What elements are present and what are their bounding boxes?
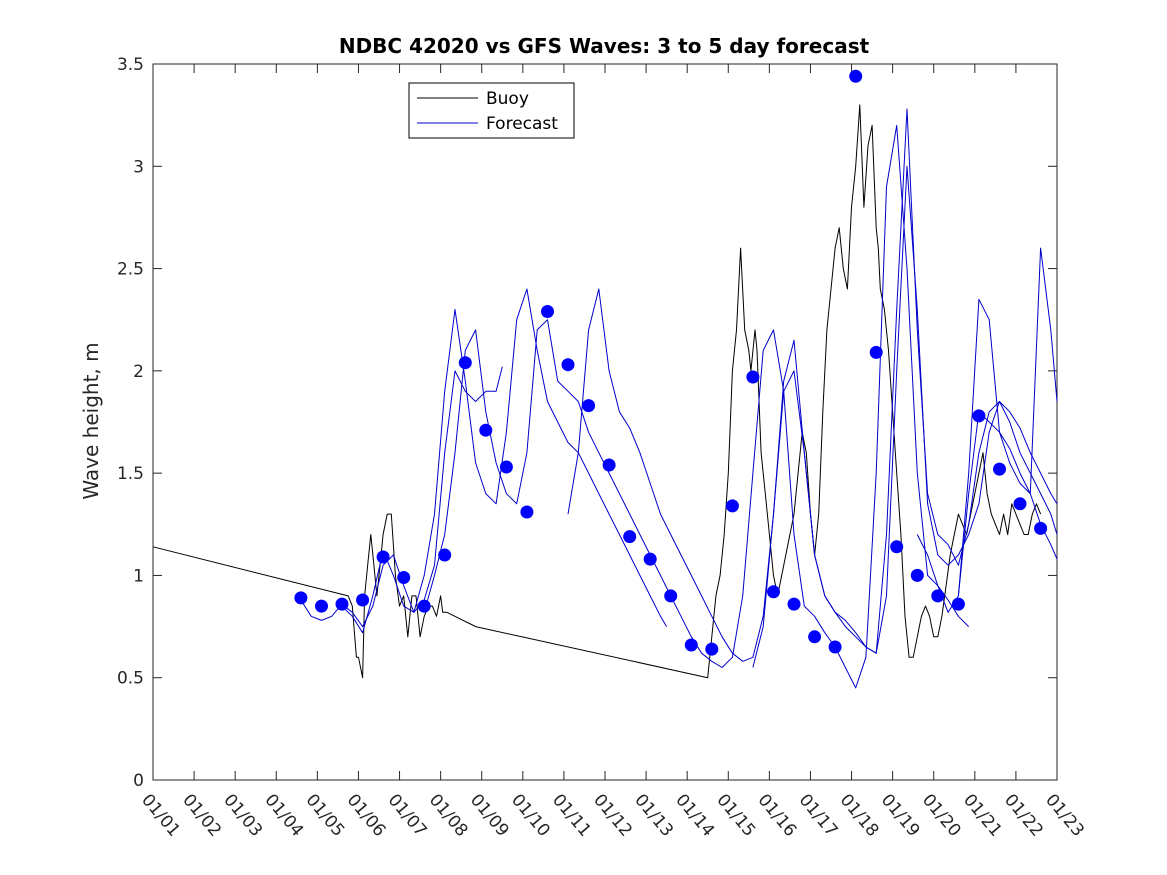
- forecast-marker: [767, 585, 780, 599]
- forecast-series-line: [752, 108, 1058, 668]
- forecast-marker: [951, 597, 965, 611]
- legend-forecast-label: Forecast: [486, 114, 558, 134]
- forecast-marker: [499, 460, 513, 474]
- forecast-marker: [438, 548, 452, 562]
- y-tick-label: 2.5: [117, 260, 144, 280]
- forecast-marker: [335, 597, 349, 611]
- forecast-marker: [746, 370, 760, 384]
- forecast-marker: [623, 530, 637, 544]
- forecast-marker: [376, 550, 390, 564]
- y-tick-label: 0: [133, 771, 144, 791]
- forecast-marker: [684, 638, 698, 652]
- forecast-marker: [787, 597, 801, 611]
- buoy-series-line: [152, 104, 1042, 679]
- forecast-marker: [541, 305, 554, 318]
- forecast-marker: [520, 505, 534, 519]
- forecast-marker: [582, 399, 596, 413]
- forecast-marker: [869, 345, 883, 359]
- forecast-marker: [356, 593, 370, 607]
- legend: Buoy Forecast: [408, 82, 575, 139]
- forecast-marker: [1034, 521, 1048, 535]
- forecast-marker: [1013, 497, 1027, 511]
- y-tick-label: 1: [133, 566, 144, 586]
- forecast-series-line: [300, 366, 503, 628]
- y-axis-label: Wave height, m: [79, 342, 103, 499]
- y-tick-label: 0.5: [117, 669, 144, 689]
- forecast-marker: [458, 356, 472, 370]
- forecast-marker: [315, 599, 328, 613]
- legend-box: [408, 82, 575, 139]
- forecast-marker: [931, 589, 945, 603]
- forecast-marker: [643, 552, 657, 566]
- forecast-series-line: [341, 288, 668, 634]
- legend-buoy-label: Buoy: [486, 89, 529, 109]
- forecast-marker: [849, 69, 863, 83]
- y-tick-label: 2: [133, 362, 144, 382]
- forecast-marker: [725, 499, 739, 513]
- forecast-marker: [664, 589, 678, 603]
- forecast-marker: [417, 599, 431, 613]
- series-lines: [152, 104, 1058, 689]
- forecast-marker: [294, 591, 308, 605]
- forecast-marker: [972, 409, 986, 423]
- forecast-marker: [828, 640, 842, 654]
- chart-title: NDBC 42020 vs GFS Waves: 3 to 5 day fore…: [339, 34, 870, 58]
- forecast-marker: [561, 358, 575, 372]
- forecast-marker: [602, 458, 616, 472]
- forecast-marker: [705, 642, 719, 656]
- forecast-marker: [890, 540, 904, 554]
- y-tick-label: 1.5: [117, 464, 144, 484]
- forecast-marker: [993, 462, 1006, 476]
- forecast-marker: [808, 630, 822, 644]
- forecast-marker: [479, 423, 493, 437]
- forecast-marker: [910, 568, 924, 582]
- y-tick-label: 3: [133, 157, 144, 177]
- forecast-marker: [397, 571, 411, 584]
- y-tick-label: 3.5: [117, 55, 144, 75]
- forecast-markers: [294, 69, 1048, 656]
